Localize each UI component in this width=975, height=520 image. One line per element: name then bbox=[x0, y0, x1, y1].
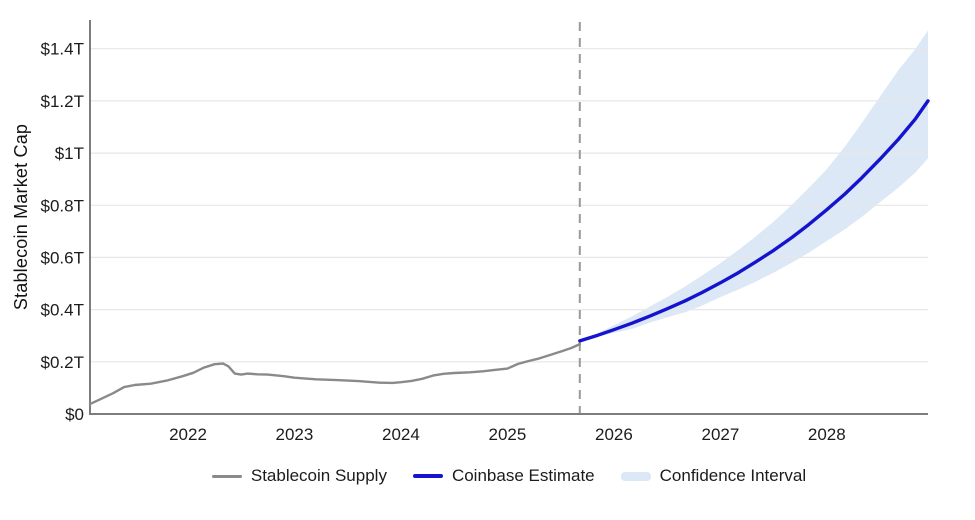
x-tick-label: 2027 bbox=[701, 425, 739, 444]
legend-label-stablecoin-supply: Stablecoin Supply bbox=[250, 466, 387, 485]
x-tick-label: 2024 bbox=[382, 425, 420, 444]
y-tick-label: $0.8T bbox=[41, 196, 84, 215]
x-tick-label: 2023 bbox=[275, 425, 313, 444]
legend-label-confidence-interval: Confidence Interval bbox=[659, 466, 807, 485]
stablecoin-supply-line bbox=[88, 342, 581, 406]
confidence-interval-band-swatch bbox=[620, 471, 651, 481]
legend-item-confidence-interval: Confidence Interval bbox=[620, 466, 807, 486]
legend-item-coinbase-estimate: Coinbase Estimate bbox=[412, 466, 595, 486]
legend-label-coinbase-estimate: Coinbase Estimate bbox=[451, 466, 595, 485]
legend-item-stablecoin-supply: Stablecoin Supply bbox=[211, 466, 387, 486]
y-tick-label: $0.6T bbox=[41, 248, 84, 267]
x-tick-label: 2022 bbox=[169, 425, 207, 444]
x-tick-label: 2026 bbox=[595, 425, 633, 444]
y-tick-label: $0.2T bbox=[41, 353, 84, 372]
x-tick-label: 2025 bbox=[488, 425, 526, 444]
y-tick-label: $1.4T bbox=[41, 40, 84, 59]
coinbase-estimate-line bbox=[578, 99, 930, 343]
x-tick-label: 2028 bbox=[808, 425, 846, 444]
y-tick-label: $1T bbox=[55, 144, 84, 163]
y-tick-label: $1.2T bbox=[41, 92, 84, 111]
coinbase-estimate-line-swatch bbox=[412, 474, 443, 478]
chart-legend: Stablecoin Supply Coinbase Estimate Conf… bbox=[90, 466, 928, 486]
confidence-band-area bbox=[579, 30, 928, 341]
stablecoin-supply-line-swatch bbox=[211, 474, 242, 478]
y-tick-label: $0.4T bbox=[41, 301, 84, 320]
y-tick-label: $0 bbox=[65, 405, 84, 424]
